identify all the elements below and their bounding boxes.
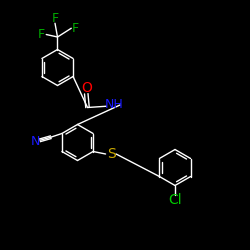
Text: N: N	[31, 135, 40, 148]
Text: S: S	[107, 147, 116, 161]
Text: Cl: Cl	[168, 194, 182, 207]
Text: F: F	[38, 28, 45, 41]
Text: F: F	[52, 12, 59, 25]
Text: NH: NH	[105, 98, 124, 111]
Text: O: O	[81, 81, 92, 95]
Text: F: F	[72, 22, 79, 35]
